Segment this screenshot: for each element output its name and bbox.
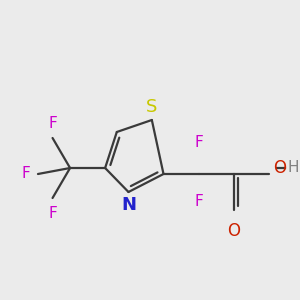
- Text: O: O: [227, 222, 240, 240]
- Text: F: F: [48, 206, 57, 220]
- Text: F: F: [22, 167, 31, 182]
- Text: S: S: [146, 98, 158, 116]
- Text: H: H: [288, 160, 299, 175]
- Text: N: N: [121, 196, 136, 214]
- Text: F: F: [194, 135, 203, 150]
- Text: O: O: [273, 159, 286, 177]
- Text: F: F: [48, 116, 57, 130]
- Text: F: F: [194, 194, 203, 208]
